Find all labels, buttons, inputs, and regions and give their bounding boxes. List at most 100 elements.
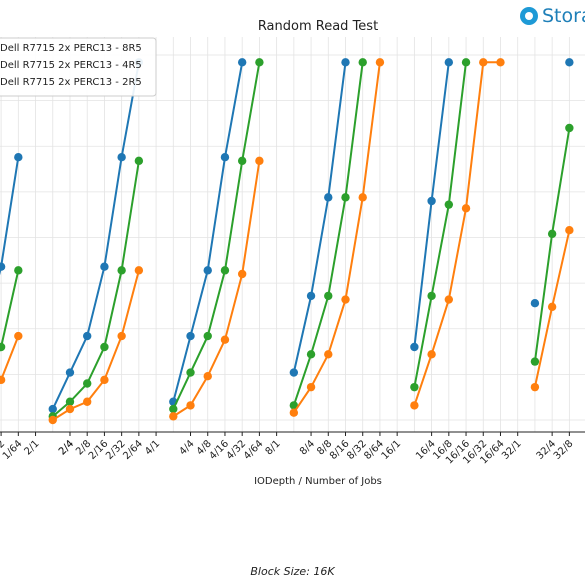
series-line	[51, 62, 140, 410]
x-tick-label: 4/4	[177, 438, 196, 457]
x-tick-label: 32/8	[552, 438, 576, 462]
storagereview-logo-icon	[520, 7, 538, 25]
data-point	[341, 58, 350, 67]
data-point	[14, 153, 23, 162]
data-point	[14, 266, 23, 275]
data-point	[117, 266, 126, 275]
series-line	[0, 335, 20, 383]
data-point	[306, 382, 316, 392]
series-line	[172, 62, 261, 410]
data-point	[237, 156, 247, 166]
data-point	[237, 58, 247, 67]
x-tick-label: 2/64	[121, 438, 145, 462]
data-point	[65, 397, 75, 406]
series-line	[172, 160, 261, 418]
x-tick-label: 4/1	[143, 438, 162, 457]
brand-logo: Stora	[520, 5, 585, 29]
data-point	[565, 123, 574, 133]
series-group	[0, 58, 574, 421]
data-point	[565, 58, 574, 67]
data-point	[444, 200, 454, 209]
data-point	[479, 58, 488, 67]
data-point	[83, 397, 92, 406]
data-point	[48, 404, 57, 414]
x-tick-label: 8/1	[264, 438, 283, 457]
x-tick-label: 4/64	[242, 438, 266, 462]
data-point	[444, 295, 454, 304]
data-point	[186, 401, 195, 410]
data-point	[358, 58, 367, 67]
series-group	[0, 58, 574, 414]
data-point	[255, 58, 264, 67]
data-point	[410, 382, 419, 392]
data-point	[358, 193, 367, 202]
data-point	[530, 299, 540, 308]
x-axis-label: IODepth / Number of Jobs	[254, 476, 382, 487]
data-point	[306, 291, 316, 301]
data-point	[324, 291, 333, 301]
data-point	[341, 295, 350, 304]
data-point	[427, 196, 436, 206]
data-point	[220, 153, 230, 162]
series-line	[292, 62, 347, 373]
x-axis-ticks: 2/41/81/161/321/642/12/42/82/162/322/644…	[0, 432, 575, 467]
legend-box	[0, 37, 157, 97]
data-point	[169, 404, 178, 414]
brand-text: Stora	[542, 5, 585, 27]
series-line	[52, 160, 140, 418]
data-point	[134, 266, 144, 275]
data-point	[100, 262, 109, 271]
data-point	[0, 262, 6, 271]
x-tick-label: 16/1	[380, 438, 404, 462]
chart-title: Random Read Test	[258, 19, 378, 34]
data-point	[341, 193, 350, 202]
chart-grid	[0, 37, 585, 432]
data-point	[220, 335, 230, 344]
data-point	[237, 269, 247, 279]
data-point	[375, 58, 385, 67]
data-point	[83, 331, 92, 341]
legend-entry: Dell R7715 2x PERC13 - 4R5	[0, 60, 142, 71]
data-point	[255, 156, 264, 166]
data-point	[203, 266, 212, 275]
x-tick-label: 1/64	[1, 438, 25, 462]
data-point	[530, 357, 540, 366]
data-point	[444, 58, 454, 67]
data-point	[100, 375, 109, 385]
series-line	[413, 62, 467, 388]
series-line	[0, 270, 20, 352]
series-line	[52, 270, 140, 421]
data-point	[0, 342, 6, 352]
data-point	[324, 350, 333, 359]
data-point	[306, 350, 316, 359]
data-point	[203, 331, 212, 341]
data-point	[0, 375, 6, 385]
x-tick-label: 32/1	[500, 438, 524, 462]
data-point	[461, 58, 471, 67]
x-tick-label: 2/1	[23, 438, 42, 457]
data-point	[427, 291, 436, 301]
data-point	[289, 408, 299, 417]
data-point	[289, 401, 299, 410]
data-point	[547, 229, 557, 239]
data-point	[186, 331, 195, 341]
data-point	[14, 331, 23, 341]
block-size-footnote: Block Size: 16K	[250, 565, 335, 578]
data-point	[220, 266, 230, 275]
data-point	[65, 368, 75, 377]
data-point	[324, 193, 333, 202]
data-point	[48, 415, 57, 425]
data-point	[530, 382, 540, 392]
data-point	[496, 58, 505, 67]
data-point	[203, 372, 212, 381]
data-point	[100, 342, 109, 352]
legend-entry: Dell R7715 2x PERC13 - 2R5	[0, 77, 142, 88]
data-point	[427, 350, 436, 359]
data-point	[117, 153, 126, 162]
data-point	[547, 302, 557, 312]
x-tick-label: 2/4	[57, 438, 76, 457]
series-group	[0, 58, 574, 425]
data-point	[83, 379, 92, 388]
legend-entry: Dell R7715 2x PERC13 - 8R5	[0, 43, 142, 54]
